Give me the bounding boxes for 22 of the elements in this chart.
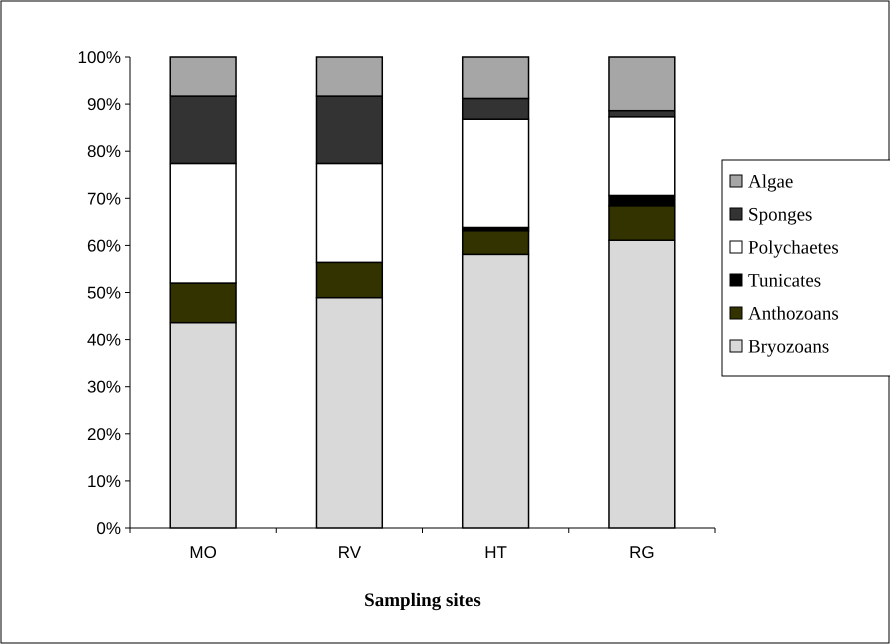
y-tick-label: 10% <box>86 472 121 491</box>
y-tick-label: 40% <box>86 330 121 350</box>
legend-label: Polychaetes <box>748 238 839 259</box>
y-tick-label: 60% <box>86 236 121 256</box>
legend-label: Sponges <box>748 204 812 226</box>
x-tick-label: RG <box>629 543 655 562</box>
x-tick-label: HT <box>484 543 507 562</box>
y-tick-label: 30% <box>86 378 121 397</box>
legend-label: Tunicates <box>748 270 822 292</box>
y-tick-label: 0% <box>96 518 121 538</box>
y-tick-label: 70% <box>86 189 121 208</box>
legend-label: Algae <box>748 172 794 193</box>
legend-label: Anthozoans <box>748 304 839 325</box>
x-axis-title: Sampling sites <box>364 590 481 611</box>
legend-label: Bryozoans <box>748 336 830 358</box>
y-tick-label: 20% <box>86 424 121 444</box>
x-tick-label: MO <box>189 543 217 562</box>
y-tick-label: 50% <box>86 283 121 302</box>
y-tick-label: 80% <box>86 142 121 162</box>
x-tick-label: RV <box>338 543 362 562</box>
y-tick-label: 90% <box>86 95 121 114</box>
y-tick-label: 100% <box>78 48 121 67</box>
